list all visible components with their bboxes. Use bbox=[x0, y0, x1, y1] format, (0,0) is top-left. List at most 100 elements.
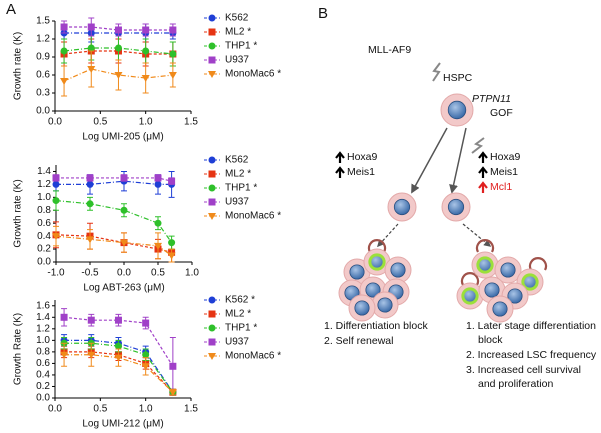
marker bbox=[154, 242, 162, 250]
gene: Hoxa9 bbox=[347, 151, 378, 163]
nucleus bbox=[377, 297, 393, 313]
marker bbox=[169, 50, 177, 58]
x-tick-label: 0.5 bbox=[151, 268, 165, 279]
series-line bbox=[64, 26, 173, 31]
marker bbox=[87, 66, 96, 73]
legend-marker bbox=[208, 296, 216, 304]
label: HSPC bbox=[443, 72, 473, 84]
marker bbox=[154, 219, 162, 227]
x-tick-label: 0.5 bbox=[93, 404, 107, 415]
marker bbox=[168, 177, 176, 185]
y-tick-label: 0.6 bbox=[36, 70, 50, 81]
nucleus bbox=[492, 301, 508, 317]
marker bbox=[168, 239, 176, 247]
nucleus bbox=[349, 264, 365, 280]
list-item: 1. Differentiation block bbox=[324, 320, 428, 332]
marker bbox=[86, 180, 94, 188]
marker bbox=[87, 44, 95, 52]
marker bbox=[52, 174, 60, 182]
x-tick-label: 1.0 bbox=[185, 268, 199, 279]
up-arrow bbox=[335, 151, 345, 163]
series-line bbox=[55, 234, 172, 253]
nucleus bbox=[393, 198, 411, 216]
list-item: 2. Increased LSC frequency bbox=[466, 349, 597, 361]
list-item: and proliferation bbox=[478, 378, 553, 390]
nucleus bbox=[354, 300, 370, 316]
nucleus bbox=[365, 282, 381, 298]
legend-marker bbox=[208, 170, 216, 178]
legend-marker bbox=[208, 338, 216, 346]
marker bbox=[114, 316, 122, 324]
x-tick-label: 1.5 bbox=[184, 117, 198, 128]
nucleus bbox=[390, 262, 406, 278]
arrow bbox=[377, 223, 399, 248]
legend-label: K562 bbox=[225, 155, 249, 166]
marker bbox=[52, 233, 60, 241]
up-arrow bbox=[478, 151, 488, 163]
y-tick-label: 1.2 bbox=[36, 34, 50, 45]
y-tick-label: 1.0 bbox=[37, 192, 51, 203]
legend-label: MonoMac6 * bbox=[225, 211, 281, 222]
marker bbox=[52, 180, 60, 188]
x-tick-label: 0.0 bbox=[117, 268, 131, 279]
marker bbox=[87, 316, 95, 324]
marker bbox=[141, 75, 150, 82]
legend-marker bbox=[208, 71, 216, 78]
marker bbox=[86, 236, 94, 244]
legend-label: THP1 * bbox=[225, 183, 257, 194]
legend-marker bbox=[208, 310, 216, 318]
marker bbox=[169, 26, 177, 34]
legend-label: ML2 * bbox=[225, 27, 251, 38]
series-line bbox=[56, 180, 172, 185]
self-renewal-arrow bbox=[528, 257, 548, 271]
marker bbox=[120, 174, 128, 182]
marker bbox=[60, 313, 68, 321]
legend-label: MonoMac6 * bbox=[225, 69, 281, 80]
series-line bbox=[55, 235, 172, 257]
panel-label: B bbox=[318, 5, 328, 22]
legend-marker bbox=[208, 324, 216, 332]
label: MLL-AF9 bbox=[368, 44, 411, 56]
y-tick-label: 0.6 bbox=[36, 358, 50, 369]
diagram-text: MLL-AF9 HSPC PTPN11 GOF Hoxa9 Meis1 Hoxa… bbox=[324, 44, 597, 390]
y-axis-label: Growth rate (K) bbox=[13, 32, 24, 100]
gene: Hoxa9 bbox=[490, 151, 521, 163]
marker bbox=[154, 174, 162, 182]
y-tick-label: 0.2 bbox=[37, 244, 51, 255]
legend-label: ML2 * bbox=[225, 309, 251, 320]
up-arrow bbox=[478, 181, 488, 193]
legend-marker bbox=[208, 213, 216, 220]
series-line bbox=[56, 177, 172, 182]
marker bbox=[60, 23, 68, 31]
marker bbox=[52, 197, 60, 205]
legend-marker bbox=[208, 353, 216, 360]
marker bbox=[114, 354, 123, 362]
marker bbox=[114, 44, 122, 52]
list-item: 3. Increased cell survival bbox=[466, 364, 581, 376]
marker bbox=[167, 252, 176, 260]
x-tick-label: 1.5 bbox=[184, 404, 198, 415]
self-renewal-arrow bbox=[367, 239, 387, 253]
y-axis-label: Growth rate (K) bbox=[13, 179, 24, 247]
self-renewal-arrow bbox=[475, 239, 495, 253]
x-tick-label: 0.0 bbox=[48, 404, 62, 415]
marker bbox=[142, 319, 150, 327]
marker bbox=[168, 72, 177, 79]
legend-marker bbox=[208, 28, 216, 36]
x-axis-label: Log ABT-263 (μM) bbox=[83, 283, 164, 294]
diagram-shapes bbox=[335, 62, 492, 248]
nucleus bbox=[507, 288, 523, 304]
legend-label: U937 bbox=[225, 55, 249, 66]
legend-label: ML2 * bbox=[225, 169, 251, 180]
x-tick-label: 1.0 bbox=[139, 404, 153, 415]
legend-label: K562 bbox=[225, 13, 249, 24]
marker bbox=[60, 47, 68, 55]
nucleus bbox=[447, 198, 465, 216]
list-item: 2. Self renewal bbox=[324, 335, 393, 347]
marker bbox=[154, 180, 162, 188]
legend-marker bbox=[208, 156, 216, 164]
legend-label: THP1 * bbox=[225, 41, 257, 52]
list-item: 1. Later stage differentiation bbox=[466, 320, 596, 332]
y-tick-label: 1.2 bbox=[37, 179, 51, 190]
y-tick-label: 0.0 bbox=[36, 393, 50, 404]
